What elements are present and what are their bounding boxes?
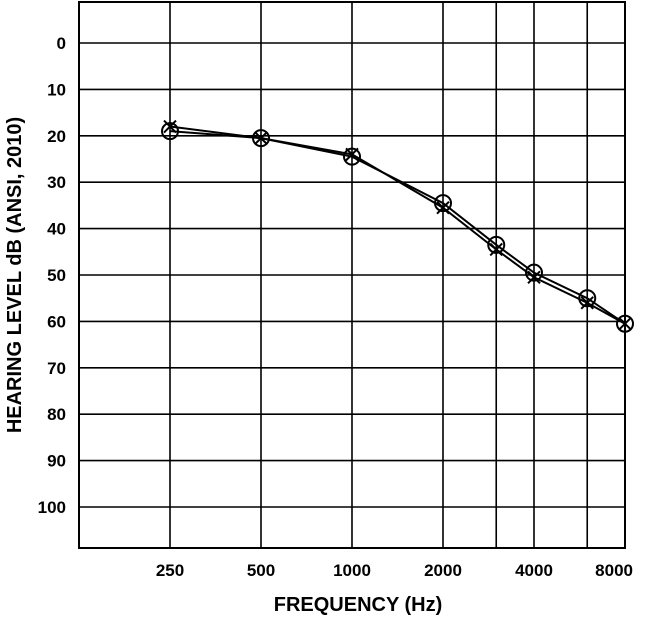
series-line (169, 130, 626, 325)
y-tick-label: 20 (47, 127, 66, 146)
y-tick-label: 80 (47, 405, 66, 424)
y-tick-labels: 0 10 20 30 40 50 60 70 80 90 100 (38, 34, 66, 517)
data-point-x (580, 296, 594, 310)
x-tick-label: 1000 (333, 561, 371, 580)
data-point-x (618, 317, 632, 331)
series-1 (161, 122, 634, 333)
series (161, 119, 634, 333)
data-point-x (489, 242, 503, 257)
y-tick-label: 0 (57, 34, 66, 53)
data-point-x (254, 131, 268, 145)
data-point-circle (252, 129, 270, 148)
data-point-circle (487, 235, 506, 254)
x-tick-labels: 250 500 1000 2000 4000 8000 (156, 561, 633, 580)
y-tick-label: 10 (47, 80, 66, 99)
y-tick-label: 90 (47, 452, 66, 471)
y-tick-label: 100 (38, 498, 66, 517)
plot-frame (78, 1, 626, 549)
x-axis-title: FREQUENCY (Hz) (274, 594, 443, 616)
data-point-x (436, 201, 450, 215)
y-tick-label: 50 (47, 266, 66, 285)
data-point-circle (616, 314, 634, 333)
y-tick-label: 40 (47, 220, 66, 239)
grid (79, 2, 625, 548)
y-tick-label: 70 (47, 359, 66, 378)
data-point-circle (161, 122, 179, 141)
data-point-circle (343, 147, 361, 166)
data-point-circle (525, 263, 543, 282)
x-tick-label: 250 (156, 561, 184, 580)
series-line (169, 125, 626, 325)
y-axis-title: HEARING LEVEL dB (ANSI, 2010) (4, 117, 26, 433)
data-point-x (345, 147, 359, 162)
y-tick-label: 30 (47, 173, 66, 192)
data-point-x (163, 119, 177, 134)
series-2 (163, 119, 632, 331)
x-tick-label: 500 (247, 561, 275, 580)
data-point-x (527, 270, 541, 285)
x-tick-label: 8000 (595, 561, 633, 580)
x-tick-label: 2000 (424, 561, 462, 580)
y-tick-label: 60 (47, 312, 66, 331)
x-tick-label: 4000 (515, 561, 553, 580)
